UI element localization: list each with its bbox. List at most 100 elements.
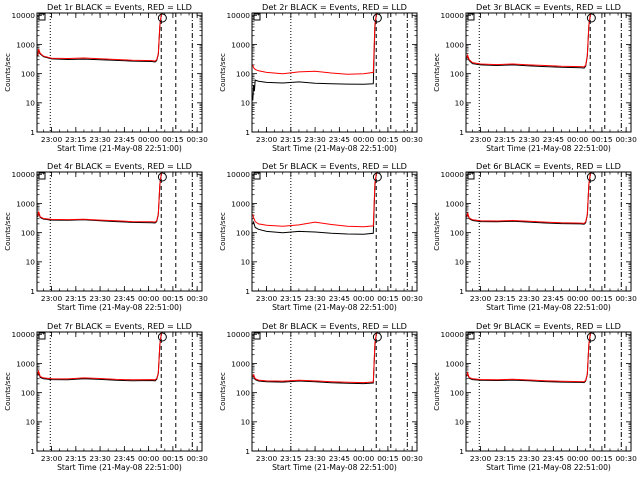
y-tick-label: 1000 xyxy=(231,199,250,208)
x-tick-label: 00:15 xyxy=(377,454,399,463)
x-axis-label: Start Time (21-May-08 22:51:00) xyxy=(486,144,611,153)
circle-marker-icon xyxy=(157,332,167,342)
x-tick-label: 23:45 xyxy=(543,454,565,463)
plot-frame xyxy=(36,331,203,452)
plot-frame xyxy=(251,12,418,133)
chart-panel-8: Det 8r BLACK = Events, RED = LLD Counts/s… xyxy=(219,321,423,472)
x-tick-label: 00:00 xyxy=(567,135,589,144)
y-axis-label: Counts/sec xyxy=(433,53,441,92)
circle-marker-icon xyxy=(372,13,382,23)
chart-title: Det 4r BLACK = Events, RED = LLD xyxy=(47,161,192,171)
y-tick-label: 10 xyxy=(241,99,251,108)
y-tick-label: 1 xyxy=(30,128,35,137)
chart-title: Det 2r BLACK = Events, RED = LLD xyxy=(262,2,407,12)
y-tick-label: 1 xyxy=(30,447,35,456)
x-tick-label: 23:00 xyxy=(470,454,492,463)
x-tick-label: 23:45 xyxy=(114,454,136,463)
y-axis-label: Counts/sec xyxy=(433,372,441,411)
x-axis-label: Start Time (21-May-08 22:51:00) xyxy=(486,463,611,472)
x-tick-label: 23:30 xyxy=(89,454,111,463)
x-tick-label: 23:15 xyxy=(65,454,87,463)
chart-panel-5: Det 5r BLACK = Events, RED = LLD Counts/s… xyxy=(219,161,423,312)
x-tick-label: 00:30 xyxy=(186,294,208,303)
x-tick-label: 00:00 xyxy=(353,294,375,303)
series-line-events xyxy=(37,171,163,224)
y-axis-label: Counts/sec xyxy=(219,53,227,92)
y-tick-label: 1000 xyxy=(16,359,35,368)
y-tick-label: 1 xyxy=(459,447,464,456)
series-line-events xyxy=(466,331,592,384)
x-tick-label: 00:30 xyxy=(401,135,423,144)
x-tick-label: 23:30 xyxy=(518,454,540,463)
chart-panel-4: Det 4r BLACK = Events, RED = LLD Counts/s… xyxy=(4,161,208,312)
y-tick-label: 10 xyxy=(455,418,465,427)
y-tick-label: 10 xyxy=(26,418,36,427)
y-tick-label: 10000 xyxy=(226,11,250,20)
chart-title: Det 8r BLACK = Events, RED = LLD xyxy=(262,321,407,331)
x-axis-label: Start Time (21-May-08 22:51:00) xyxy=(272,303,397,312)
x-tick-label: 23:00 xyxy=(41,454,63,463)
series-line-lld xyxy=(252,12,378,75)
circle-marker-icon xyxy=(586,332,596,342)
plot-frame xyxy=(465,331,632,452)
x-tick-label: 00:15 xyxy=(162,135,184,144)
x-tick-label: 00:30 xyxy=(615,135,637,144)
x-tick-label: 00:00 xyxy=(138,135,160,144)
chart-title: Det 9r BLACK = Events, RED = LLD xyxy=(476,321,621,331)
y-tick-label: 100 xyxy=(21,388,35,397)
square-marker-icon xyxy=(467,332,475,340)
x-tick-label: 23:00 xyxy=(41,135,63,144)
x-tick-label: 23:00 xyxy=(41,294,63,303)
x-tick-label: 23:15 xyxy=(280,454,302,463)
x-tick-label: 23:15 xyxy=(494,135,516,144)
y-axis-label: Counts/sec xyxy=(219,212,227,251)
y-tick-label: 1000 xyxy=(231,40,250,49)
x-tick-label: 23:30 xyxy=(89,294,111,303)
circle-marker-icon xyxy=(372,172,382,182)
chart-panel-7: Det 7r BLACK = Events, RED = LLD Counts/s… xyxy=(4,321,208,472)
y-tick-label: 100 xyxy=(236,388,250,397)
x-tick-label: 23:45 xyxy=(329,454,351,463)
y-tick-label: 100 xyxy=(236,228,250,237)
x-tick-label: 23:15 xyxy=(280,135,302,144)
y-tick-label: 1000 xyxy=(445,40,464,49)
y-tick-label: 1 xyxy=(459,128,464,137)
y-tick-label: 100 xyxy=(21,228,35,237)
y-tick-label: 10000 xyxy=(226,330,250,339)
x-tick-label: 00:00 xyxy=(567,454,589,463)
x-tick-label: 23:15 xyxy=(65,294,87,303)
x-tick-label: 00:15 xyxy=(162,294,184,303)
x-tick-label: 00:30 xyxy=(615,294,637,303)
x-tick-label: 23:15 xyxy=(65,135,87,144)
y-tick-label: 10 xyxy=(455,99,465,108)
x-tick-label: 00:00 xyxy=(138,454,160,463)
chart-title: Det 7r BLACK = Events, RED = LLD xyxy=(47,321,192,331)
y-axis-label: Counts/sec xyxy=(4,212,12,251)
series-line-events xyxy=(252,12,378,101)
series-line-lld xyxy=(37,12,163,62)
x-tick-label: 00:15 xyxy=(591,294,613,303)
y-tick-label: 1000 xyxy=(16,40,35,49)
x-tick-label: 00:00 xyxy=(138,294,160,303)
plot-frame xyxy=(251,171,418,292)
x-tick-label: 00:00 xyxy=(353,135,375,144)
x-tick-label: 00:00 xyxy=(567,294,589,303)
y-tick-label: 10000 xyxy=(226,170,250,179)
x-tick-label: 23:45 xyxy=(329,135,351,144)
y-tick-label: 1 xyxy=(30,287,35,296)
x-tick-label: 23:00 xyxy=(256,135,278,144)
x-tick-label: 23:30 xyxy=(304,454,326,463)
series-line-lld xyxy=(252,331,378,384)
x-tick-label: 23:30 xyxy=(518,294,540,303)
series-line-lld xyxy=(252,171,378,228)
x-tick-label: 23:00 xyxy=(470,294,492,303)
chart-title: Det 5r BLACK = Events, RED = LLD xyxy=(262,161,407,171)
y-tick-label: 100 xyxy=(450,69,464,78)
y-tick-label: 1000 xyxy=(445,199,464,208)
x-tick-label: 23:45 xyxy=(114,294,136,303)
y-tick-label: 10000 xyxy=(440,170,464,179)
x-axis-label: Start Time (21-May-08 22:51:00) xyxy=(57,144,182,153)
series-line-events xyxy=(37,12,163,63)
